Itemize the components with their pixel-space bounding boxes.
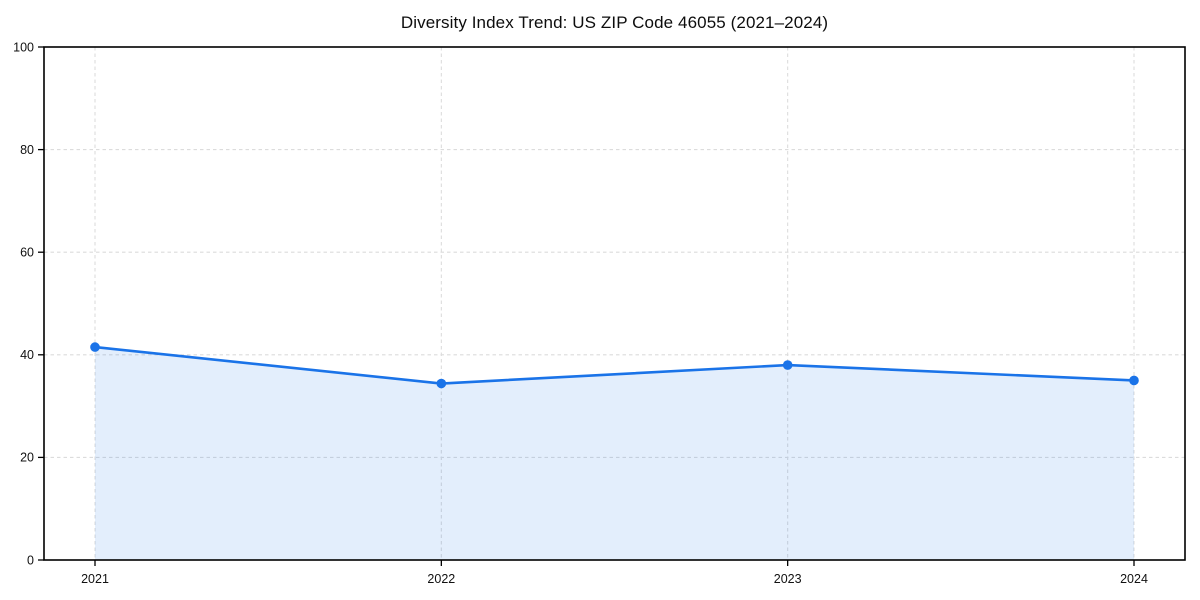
y-tick-label-80: 80 — [20, 143, 34, 157]
plot-border — [43, 46, 1186, 561]
x-tick-label-2024: 2024 — [1120, 572, 1148, 586]
y-tick-label-20: 20 — [20, 451, 34, 465]
data-point-2024 — [1129, 375, 1139, 386]
trend-line — [93, 345, 1136, 385]
y-tick-label-100: 100 — [13, 40, 34, 54]
chart-title: Diversity Index Trend: US ZIP Code 46055… — [400, 13, 829, 32]
y-tick-label-0: 0 — [27, 553, 34, 567]
x-tick-label-2023: 2023 — [774, 572, 802, 586]
x-tick-label-2021: 2021 — [81, 572, 109, 586]
x-tick-label-2022: 2022 — [427, 572, 455, 586]
data-point-2023 — [782, 360, 793, 370]
data-point-2021 — [90, 342, 100, 352]
area-fill — [95, 347, 1134, 560]
y-tick-label-40: 40 — [20, 348, 34, 362]
y-tick-label-60: 60 — [20, 246, 34, 260]
data-point-2022 — [436, 378, 447, 389]
